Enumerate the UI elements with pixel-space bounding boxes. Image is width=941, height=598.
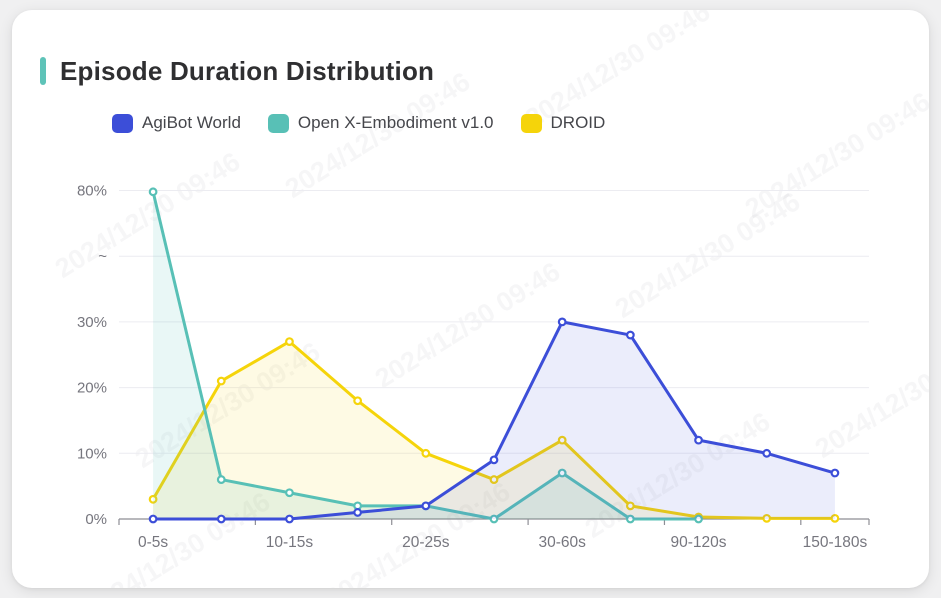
chart-title: Episode Duration Distribution [60, 56, 435, 86]
data-point-marker[interactable] [489, 455, 499, 465]
data-point-marker[interactable] [285, 337, 294, 347]
data-point-marker[interactable] [625, 501, 635, 511]
data-point-marker[interactable] [285, 514, 294, 524]
data-point-marker[interactable] [421, 501, 431, 511]
y-axis-label: 0% [85, 511, 107, 528]
data-point-marker[interactable] [625, 330, 635, 340]
legend-swatch-agibot-world [112, 113, 133, 133]
legend-label-agibot-world: AgiBot World [142, 113, 241, 132]
series-area [153, 191, 699, 519]
data-point-marker[interactable] [557, 317, 567, 327]
y-axis-label: 20% [77, 380, 107, 397]
data-point-marker[interactable] [285, 488, 294, 498]
title-accent-bar [40, 57, 46, 85]
legend-swatch-droid [520, 113, 542, 133]
data-point-marker[interactable] [216, 376, 226, 386]
y-axis-label: 10% [77, 445, 107, 462]
data-point-marker[interactable] [421, 448, 431, 458]
x-axis-label: 30-60s [538, 534, 586, 551]
data-point-marker[interactable] [694, 435, 703, 445]
data-point-marker[interactable] [148, 187, 158, 197]
x-axis-label: 20-25s [402, 534, 450, 551]
legend-label-droid: DROID [550, 113, 606, 132]
series-area [153, 321, 835, 519]
y-axis-label: ~ [98, 248, 107, 265]
data-point-marker[interactable] [830, 513, 840, 523]
legend-item-droid[interactable]: DROID [520, 113, 606, 133]
data-point-marker[interactable] [557, 468, 567, 478]
data-point-marker[interactable] [489, 514, 499, 524]
data-point-marker[interactable] [148, 514, 158, 524]
data-point-marker[interactable] [625, 514, 635, 524]
data-point-marker[interactable] [557, 435, 567, 445]
series-area [153, 341, 835, 519]
legend-item-agibot-world[interactable]: AgiBot World [112, 113, 241, 133]
legend: AgiBot World Open X-Embodiment v1.0 DROI… [112, 113, 605, 133]
chart-card: 2024/12/30 09:46 2024/12/30 09:46 2024/12/… [12, 10, 929, 588]
data-point-marker[interactable] [762, 448, 772, 458]
data-point-marker[interactable] [353, 396, 363, 406]
title-row: Episode Duration Distribution [40, 56, 434, 86]
data-point-marker[interactable] [489, 475, 499, 484]
data-point-marker[interactable] [353, 508, 363, 517]
legend-label-open-x-embodiment: Open X-Embodiment v1.0 [297, 113, 494, 132]
data-point-marker[interactable] [762, 513, 772, 523]
data-point-marker[interactable] [216, 475, 226, 484]
y-axis-label: 30% [77, 314, 107, 331]
x-axis-label: 90-120s [671, 534, 727, 551]
legend-item-open-x-embodiment[interactable]: Open X-Embodiment v1.0 [267, 113, 494, 133]
x-axis-label: 10-15s [266, 534, 314, 551]
x-axis-label: 150-180s [803, 534, 868, 551]
data-point-marker[interactable] [148, 494, 158, 504]
data-point-marker[interactable] [694, 514, 703, 524]
data-point-marker[interactable] [830, 468, 840, 478]
y-axis-label: 80% [77, 183, 107, 200]
line-chart[interactable]: 0% 10% 20% 30% ~80% 0-5s 10-15s 20-25s 30-60s 90-… [12, 10, 929, 588]
legend-swatch-open-x-embodiment [267, 113, 289, 133]
x-axis-label: 0-5s [138, 534, 168, 551]
data-point-marker[interactable] [216, 514, 226, 524]
